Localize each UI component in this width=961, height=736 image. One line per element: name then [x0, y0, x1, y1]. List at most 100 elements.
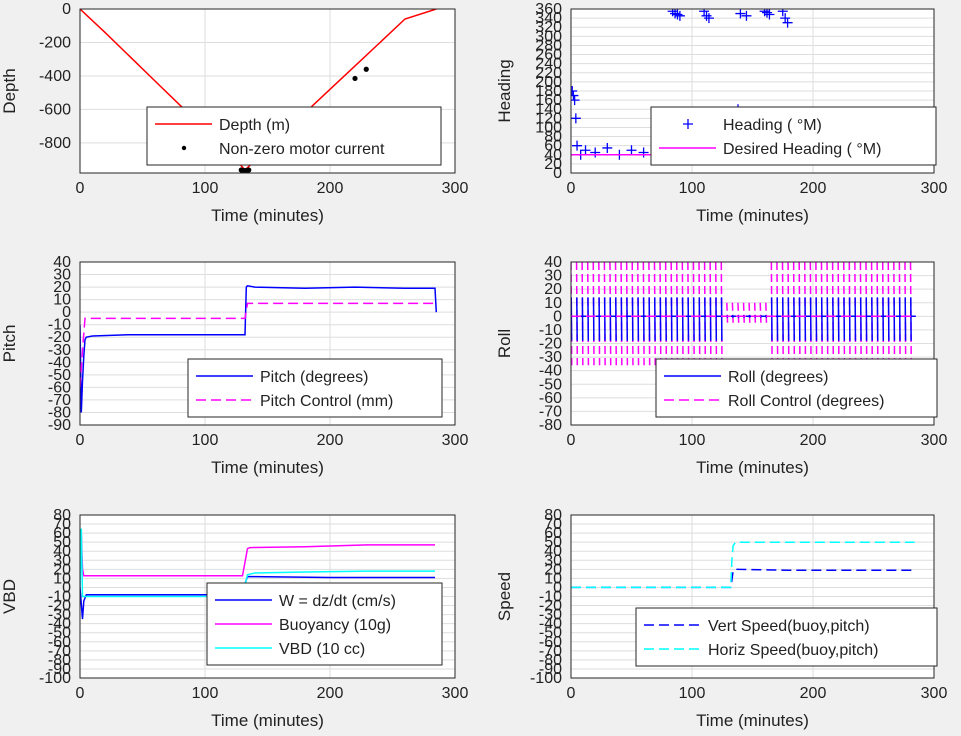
x-axis-label: Time (minutes) [696, 206, 809, 225]
x-tick-label: 300 [442, 432, 469, 449]
x-tick-label: 0 [567, 180, 576, 197]
x-axis-label: Time (minutes) [696, 458, 809, 477]
data-point [703, 13, 714, 24]
x-tick-label: 200 [317, 432, 344, 449]
y-tick-label: -80 [539, 417, 562, 434]
subplot-2: 0 100 200 300020406080100120140160180200220… [495, 1, 947, 225]
legend-box [187, 358, 443, 418]
y-tick-label: 20 [53, 561, 71, 578]
y-tick-label: 240 [535, 56, 562, 73]
y-tick-label: 220 [535, 65, 562, 82]
data-point [638, 147, 649, 158]
y-tick-label: 340 [535, 10, 562, 27]
data-point [780, 13, 791, 24]
x-tick-label: 100 [192, 685, 219, 702]
data-point [590, 147, 601, 158]
data-point [674, 10, 685, 21]
y-tick-label: -60 [48, 634, 71, 651]
data-point [571, 90, 579, 101]
data-point [764, 9, 775, 20]
y-tick-label: 10 [544, 570, 562, 587]
y-tick-label: -70 [48, 392, 71, 409]
y-tick-label: 80 [53, 507, 71, 524]
legend-marker [181, 145, 187, 151]
y-tick-label: -80 [48, 652, 71, 669]
legend: Roll (degrees) Roll Control (degrees) [655, 358, 938, 418]
data-point [782, 17, 793, 28]
legend-box [635, 607, 938, 667]
subplot-4: 0 100 200 300403020100-10-20-30-40-50-60-70… [495, 254, 947, 477]
legend-box [655, 358, 938, 418]
y-tick-label: -50 [48, 625, 71, 642]
data-point [363, 66, 369, 72]
x-tick-label: 200 [800, 685, 827, 702]
subplot-5: 0 100 200 30080706050403020100-10-20-30-40-… [0, 507, 468, 730]
data-point [735, 9, 746, 19]
y-tick-label: 20 [544, 561, 562, 578]
y-tick-label: 0 [62, 1, 71, 18]
y-axis-label: Heading [495, 59, 514, 122]
y-tick-label: 70 [544, 516, 562, 533]
axes-box [570, 514, 935, 679]
y-tick-label: 30 [544, 268, 562, 285]
data-point [672, 9, 683, 20]
y-tick-label: 40 [53, 543, 71, 560]
x-tick-label: 300 [442, 685, 469, 702]
x-tick-label: 300 [921, 180, 948, 197]
x-axis-label: Time (minutes) [696, 711, 809, 730]
y-tick-label: 40 [53, 254, 71, 271]
y-tick-label: -400 [39, 68, 71, 85]
series-line-1 [80, 284, 438, 413]
y-tick-label: -40 [48, 616, 71, 633]
y-tick-label: 120 [535, 110, 562, 127]
x-axis-label: Time (minutes) [211, 458, 324, 477]
x-tick-label: 200 [317, 180, 344, 197]
series-line-2 [80, 302, 437, 388]
legend-marker [683, 119, 693, 129]
axes-box [79, 514, 456, 679]
y-tick-label: 20 [544, 281, 562, 298]
y-tick-label: -40 [539, 616, 562, 633]
y-tick-label: -60 [539, 634, 562, 651]
legend-box [146, 106, 442, 166]
x-tick-label: 0 [567, 685, 576, 702]
y-tick-label: 260 [535, 47, 562, 64]
y-tick-label: 30 [53, 552, 71, 569]
y-tick-label: -50 [48, 367, 71, 384]
x-tick-label: 100 [679, 432, 706, 449]
y-tick-label: -70 [539, 403, 562, 420]
x-tick-label: 100 [679, 685, 706, 702]
legend: W = dz/dt (cm/s) Buoyancy (10g) VBD (10 cc… [206, 582, 443, 666]
subplot-3: 0 100 200 300403020100-10-20-30-40-50-60-70… [0, 254, 468, 477]
y-axis-label: Pitch [0, 325, 19, 363]
y-tick-label: -90 [48, 661, 71, 678]
x-axis-label: Time (minutes) [211, 206, 324, 225]
y-tick-label: 280 [535, 37, 562, 54]
y-tick-label: 50 [544, 534, 562, 551]
y-tick-label: -40 [48, 354, 71, 371]
y-axis-label: Speed [495, 572, 514, 621]
series-line-2 [571, 541, 915, 589]
y-tick-label: 40 [544, 543, 562, 560]
legend-label: Pitch (degrees) [260, 369, 369, 386]
y-tick-label: 180 [535, 83, 562, 100]
y-tick-label: -50 [539, 376, 562, 393]
y-tick-label: -90 [539, 661, 562, 678]
series-line-1 [80, 575, 435, 620]
y-tick-label: -30 [48, 342, 71, 359]
legend-label: Pitch Control (mm) [260, 393, 393, 410]
y-tick-label: 10 [53, 570, 71, 587]
legend-label: Buoyancy (10g) [279, 617, 391, 634]
x-tick-label: 100 [679, 180, 706, 197]
y-tick-label: 0 [62, 579, 71, 596]
y-tick-label: 20 [53, 279, 71, 296]
x-tick-label: 0 [567, 432, 576, 449]
y-tick-label: -10 [539, 589, 562, 606]
data-point [602, 142, 613, 153]
y-tick-label: 100 [535, 119, 562, 136]
y-tick-label: 10 [53, 292, 71, 309]
y-tick-label: -40 [539, 363, 562, 380]
y-axis-label: Depth [0, 68, 19, 113]
data-point [571, 86, 578, 96]
x-tick-label: 300 [442, 180, 469, 197]
